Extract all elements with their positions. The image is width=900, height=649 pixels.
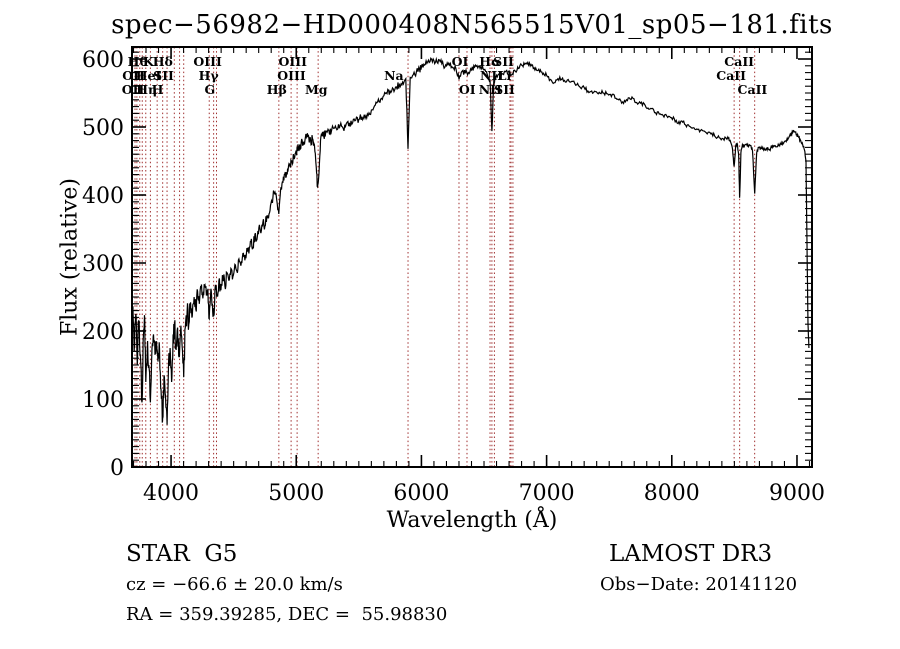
- line-label: OI: [452, 54, 469, 69]
- x-tick-label: 7000: [519, 481, 575, 506]
- coordinates-label: RA = 359.39285, DEC = 55.98830: [126, 604, 448, 625]
- line-label: H: [152, 82, 164, 97]
- obs-date-label: Obs−Date: 20141120: [600, 574, 798, 595]
- line-label: CaII: [724, 54, 754, 69]
- line-label: K: [143, 54, 155, 69]
- line-label: CaII: [738, 82, 768, 97]
- x-axis-title: Wavelength (Å): [386, 508, 558, 533]
- y-tick-label: 0: [110, 456, 124, 481]
- line-label: HeI: [136, 68, 162, 83]
- line-label: CaII: [716, 68, 746, 83]
- y-tick-label: 200: [82, 320, 124, 345]
- y-tick-label: 300: [82, 252, 124, 277]
- plot-box: [131, 46, 813, 468]
- line-label: OI: [459, 82, 476, 97]
- x-tick-label: 9000: [769, 481, 825, 506]
- line-label: G: [205, 82, 216, 97]
- line-label: Hγ: [199, 68, 220, 83]
- x-tick-label: 4000: [143, 481, 199, 506]
- y-tick-label: 100: [82, 388, 124, 413]
- y-tick-label: 400: [82, 184, 124, 209]
- line-label: NII: [479, 82, 502, 97]
- line-label: SII: [153, 68, 174, 83]
- x-tick-label: 8000: [644, 481, 700, 506]
- line-label: SII: [493, 54, 514, 69]
- survey-release-label: LAMOST DR3: [609, 541, 773, 567]
- line-label: SII: [494, 82, 515, 97]
- x-tick-label: 6000: [393, 481, 449, 506]
- line-label: OIII: [193, 54, 222, 69]
- y-tick-label: 600: [82, 48, 124, 73]
- line-label: NII: [480, 68, 503, 83]
- line-label: Na: [384, 68, 404, 83]
- line-label: Hα: [479, 54, 501, 69]
- y-tick-label: 500: [82, 116, 124, 141]
- line-label: Li: [498, 68, 512, 83]
- figure-title: spec−56982−HD000408N565515V01_sp05−181.f…: [111, 10, 833, 40]
- line-label: OIII: [277, 68, 306, 83]
- line-label: Hη: [136, 82, 157, 97]
- line-label: OII: [122, 68, 145, 83]
- line-label: Hδ: [153, 54, 173, 69]
- line-label: Hβ: [267, 82, 287, 97]
- radial-velocity-label: cz = −66.6 ± 20.0 km/s: [126, 574, 343, 595]
- line-label: Mg: [305, 82, 328, 97]
- line-label: OII: [122, 82, 145, 97]
- x-tick-label: 5000: [268, 481, 324, 506]
- spectrum-path: [132, 56, 810, 425]
- line-label: OIII: [279, 54, 308, 69]
- line-label: Hθ: [128, 54, 148, 69]
- object-class-label: STAR G5: [126, 541, 238, 567]
